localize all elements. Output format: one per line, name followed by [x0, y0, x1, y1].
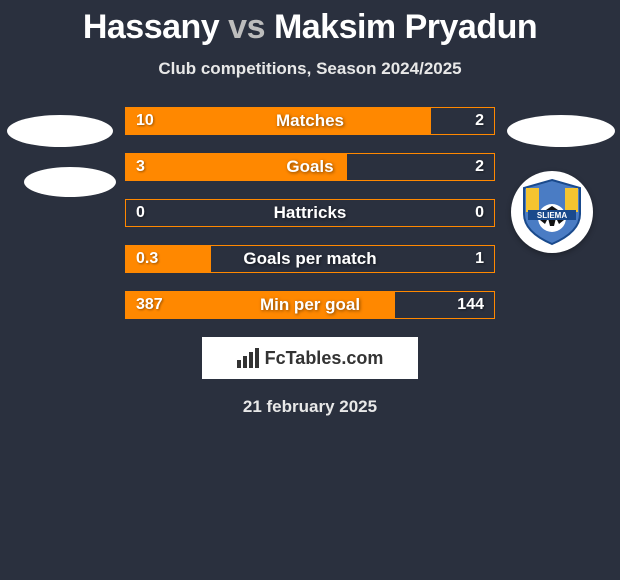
stat-value-left: 3 [136, 158, 145, 176]
stat-label: Matches [276, 111, 344, 131]
stat-value-right: 2 [475, 158, 484, 176]
subtitle: Club competitions, Season 2024/2025 [0, 59, 620, 79]
chart-area: SLIEMA 10 Matches 2 3 Goals 2 0 Hattricks 0 0.3 Go… [0, 107, 620, 319]
player2-badge-1 [507, 115, 615, 147]
stat-row: 0.3 Goals per match 1 [125, 245, 495, 273]
club-logo: SLIEMA [518, 178, 586, 246]
stat-value-right: 1 [475, 250, 484, 268]
vs-text: vs [228, 8, 265, 46]
stat-value-right: 0 [475, 204, 484, 222]
stat-label: Goals [286, 157, 333, 177]
player1-name: Hassany [83, 8, 219, 46]
container: Hassany vs Maksim Pryadun Club competiti… [0, 0, 620, 417]
stat-value-right: 2 [475, 112, 484, 130]
stats-list: 10 Matches 2 3 Goals 2 0 Hattricks 0 0.3 Goals per… [125, 107, 495, 319]
bar-chart-icon [237, 348, 259, 368]
stat-value-right: 144 [457, 296, 484, 314]
stat-label: Goals per match [243, 249, 376, 269]
date-text: 21 february 2025 [0, 397, 620, 417]
shield-icon: SLIEMA [518, 178, 586, 246]
stat-value-left: 10 [136, 112, 154, 130]
stat-row: 10 Matches 2 [125, 107, 495, 135]
player1-badge-1 [7, 115, 113, 147]
footer-logo: FcTables.com [202, 337, 418, 379]
page-title: Hassany vs Maksim Pryadun [0, 8, 620, 47]
stat-value-left: 0 [136, 204, 145, 222]
stat-label: Hattricks [274, 203, 347, 223]
player2-club-badge: SLIEMA [511, 171, 593, 253]
stat-row: 387 Min per goal 144 [125, 291, 495, 319]
player1-badge-2 [24, 167, 116, 197]
stat-value-left: 0.3 [136, 250, 158, 268]
footer-logo-text: FcTables.com [265, 348, 384, 369]
stat-label: Min per goal [260, 295, 360, 315]
svg-text:SLIEMA: SLIEMA [537, 211, 567, 220]
stat-row: 0 Hattricks 0 [125, 199, 495, 227]
player2-name: Maksim Pryadun [274, 8, 537, 46]
stat-value-left: 387 [136, 296, 163, 314]
stat-row: 3 Goals 2 [125, 153, 495, 181]
